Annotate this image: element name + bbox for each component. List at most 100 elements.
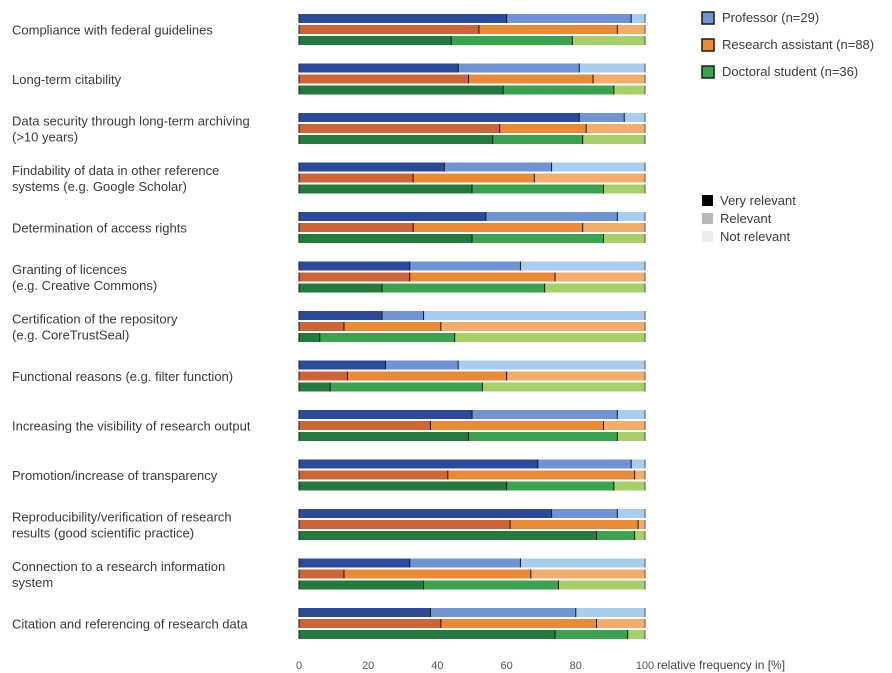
bar-segment [299,85,504,95]
legend-label: Doctoral student (n=36) [722,64,858,79]
category-label: Citation and referencing of research dat… [12,617,248,632]
category-label: results (good scientific practice) [12,526,194,541]
bar-segment [299,14,507,23]
category-label: Long-term citability [12,72,122,87]
bar-segment [617,432,645,441]
bar-segment [299,25,479,34]
bar-segment [382,311,424,320]
bar-segment [468,74,594,84]
legend-swatch [701,38,715,52]
bar-segment [444,162,552,172]
bar-segment [551,509,618,518]
bar-segment [299,223,414,232]
bar-segment [617,212,645,221]
bar-segment [558,580,645,590]
bar-segment [423,580,559,590]
bar-segment [627,630,645,639]
legend-swatch [702,231,713,242]
bar-segment [631,459,645,469]
bar-segment [617,509,645,518]
category-label: systems (e.g. Google Scholar) [12,179,187,194]
bar-segment [299,322,344,331]
bar-segment [299,311,383,320]
category-label: Determination of access rights [12,221,187,236]
category-label: Reproducibility/verification of research [12,510,232,525]
bar-segment [299,470,448,480]
legend-label: Professor (n=29) [722,10,819,25]
x-tick-label: 20 [362,660,374,672]
bar-segment [330,382,483,392]
bar-segment [440,322,645,331]
bar-segment [299,184,472,194]
bar-segment [385,360,459,370]
bar-segment [299,509,552,518]
bar-segment [299,481,507,491]
bar-segment [492,135,583,144]
bar-segment [572,36,645,45]
bar-segment [299,558,410,568]
bar-segment [299,63,459,73]
bar-segment [430,608,576,617]
bar-segment [299,630,556,639]
bar-segment [413,173,535,183]
category-label: Connection to a research information [12,559,225,574]
legend-swatch [701,65,715,79]
legend-label: Not relevant [720,229,790,244]
bar-segment [299,432,469,441]
bar-segment [299,283,383,293]
bar-segment [510,520,639,529]
bar-segment [603,234,645,243]
bar-segment [430,421,604,430]
bar-segment [299,410,472,419]
legend-label: Research assistant (n=88) [722,37,874,52]
x-tick-label: 60 [500,660,512,672]
bar-segment [299,36,452,45]
bar-segment [468,432,618,441]
bar-segment [575,608,645,617]
bar-segment [555,630,628,639]
bar-segment [555,272,645,282]
bar-segment [299,531,597,540]
bar-segment [299,173,414,183]
bar-segment [596,531,635,540]
bar-segment [472,410,618,419]
category-label: (>10 years) [12,130,78,145]
bar-segment [454,333,645,342]
bar-segment [506,14,632,23]
bar-segment [458,360,645,370]
bar-segment [506,371,645,381]
x-tick-label: 80 [570,660,582,672]
bar-segment [551,162,645,172]
bar-segment [458,63,580,73]
bar-segment [343,569,531,579]
bar-segment [299,333,320,342]
bar-segment [582,223,645,232]
x-tick-label: 40 [431,660,443,672]
bar-segment [499,124,587,133]
bar-segment [299,360,386,370]
bar-segment [409,272,556,282]
bar-segment [520,558,645,568]
bar-segment [409,261,521,271]
category-label: (e.g. CoreTrustSeal) [12,328,129,343]
bar-segment [447,470,635,480]
x-axis: 0 20 40 60 80 100 relative frequency in [%] [296,658,785,672]
bar-segment [579,113,625,122]
bar-segment [544,283,645,293]
legend-swatch [702,195,713,206]
bar-segment [624,113,645,122]
bar-segment [299,371,348,381]
category-label: system [12,575,53,590]
bar-segment [299,608,431,617]
category-label: Granting of licences [12,262,127,277]
bar-segment [382,283,545,293]
bar-segment [299,382,331,392]
bar-segment [634,470,645,480]
bar-segment [520,261,645,271]
bar-segment [299,619,441,628]
bar-segment [472,184,604,194]
bar-segment [503,85,614,95]
legend: Professor (n=29) Research assistant (n=88… [701,10,874,244]
bar-segment [534,173,645,183]
bar-segment [299,272,410,282]
